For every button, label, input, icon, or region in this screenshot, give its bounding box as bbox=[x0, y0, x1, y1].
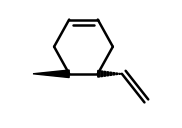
Polygon shape bbox=[104, 71, 105, 76]
Polygon shape bbox=[101, 71, 102, 77]
Polygon shape bbox=[33, 70, 69, 78]
Polygon shape bbox=[116, 73, 118, 75]
Polygon shape bbox=[119, 73, 120, 74]
Polygon shape bbox=[113, 73, 114, 75]
Polygon shape bbox=[107, 72, 108, 76]
Polygon shape bbox=[98, 71, 99, 77]
Polygon shape bbox=[110, 72, 112, 75]
